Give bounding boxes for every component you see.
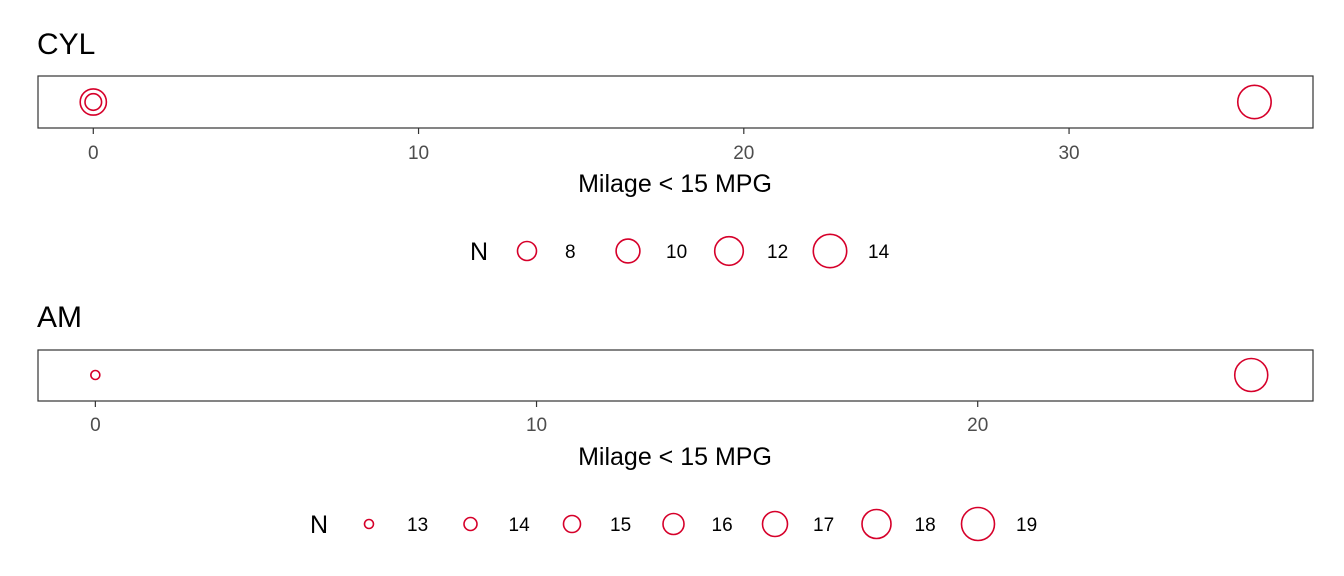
legend-label: 17 [813,515,834,536]
legend-key [662,512,685,536]
data-point [1236,84,1272,120]
x-tick-label: 20 [733,143,754,164]
data-point [79,88,108,116]
panel-am: AM 0 10 20 Milage < 15 MPG N 13 14 15 16 17 18 19 [37,301,1314,542]
legend-key [960,506,996,542]
legend-key [713,235,745,267]
legend-label: 14 [868,242,890,263]
legend-key [562,514,582,534]
x-axis-label-cyl: Milage < 15 MPG [578,170,772,198]
x-axis-label-am: Milage < 15 MPG [578,443,772,471]
legend-title: N [310,511,328,539]
x-tick-label: 10 [408,143,429,164]
legend-label: 18 [915,515,936,536]
x-tick-label: 0 [88,143,99,164]
x-tick-label: 0 [90,415,101,436]
legend-label: 13 [407,515,428,536]
x-axis-ticks-am: 0 10 20 [90,401,988,436]
legend-cyl: N 8 10 12 14 [470,233,890,269]
legend-label: 19 [1016,515,1037,536]
panel-cyl: CYL 0 10 20 30 Milage < 15 MPG N 8 10 12 14 [37,28,1314,269]
legend-key [861,508,892,540]
legend-label: 14 [509,515,531,536]
data-point [84,92,103,112]
x-tick-label: 10 [526,415,547,436]
legend-label: 12 [767,242,788,263]
x-tick-label: 20 [967,415,988,436]
legend-key [615,238,641,264]
legend-label: 16 [712,515,733,536]
x-tick-label: 30 [1058,143,1079,164]
data-point [90,369,101,381]
legend-key [761,510,789,538]
data-point [1233,357,1269,393]
legend-label: 8 [565,242,576,263]
legend-label: 10 [666,242,687,263]
legend-label: 15 [610,515,631,536]
legend-am: N 13 14 15 16 17 18 19 [310,506,1037,542]
x-axis-ticks-cyl: 0 10 20 30 [88,128,1080,164]
legend-title: N [470,238,488,266]
plot-frame-cyl [37,75,1314,129]
points-cyl [79,84,1272,120]
legend-key [463,516,478,532]
legend-key [812,233,848,269]
legend-key [516,240,538,262]
panel-title-cyl: CYL [37,28,95,61]
legend-key [363,518,375,530]
plot-frame-am [37,349,1314,402]
panel-title-am: AM [37,301,82,334]
points-am [90,357,1269,393]
